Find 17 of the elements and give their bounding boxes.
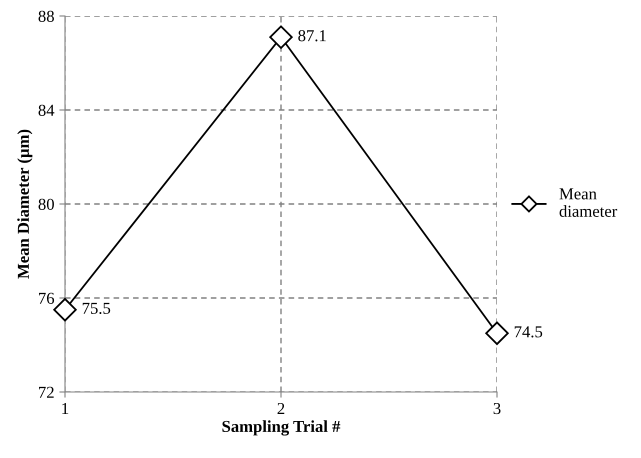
y-tick-label: 76 [39,292,54,304]
data-label: 75.5 [82,302,110,314]
x-tick-label: 2 [278,402,284,414]
y-tick-label: 88 [38,10,54,22]
x-tick-label: 3 [494,402,501,414]
x-tick-label: 1 [62,402,68,414]
legend-label: Mean diameter [559,188,618,217]
data-label: 87.1 [298,30,326,42]
point [485,322,509,345]
y-tick-label: 80 [38,198,54,210]
y-tick-label: 84 [38,104,54,116]
x-axis-title: Sampling Trial # [222,420,340,436]
point [269,25,293,49]
data-label: 74.5 [514,326,542,338]
point [53,298,77,322]
y-axis-title: Mean Diameter (µm) [17,130,32,279]
y-tick-label: 72 [39,386,54,398]
